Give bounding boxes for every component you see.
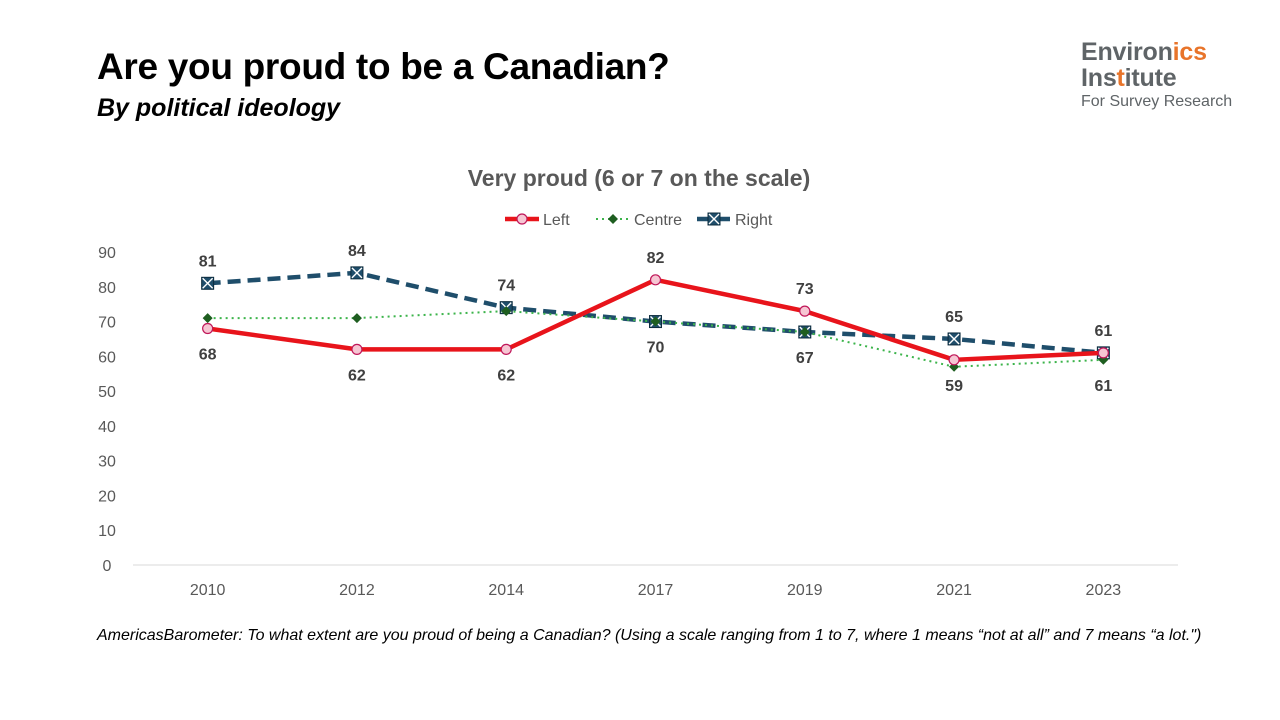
data-label-left: 68 [199,347,217,364]
x-tick-label: 2019 [787,582,823,599]
y-tick-label: 90 [98,245,116,262]
legend-marker-right-cross [708,213,720,225]
y-tick-label: 30 [98,454,116,471]
data-point-right-cross [202,277,214,289]
data-point-left [1097,347,1109,359]
x-tick-label: 2017 [638,582,674,599]
y-tick-label: 50 [98,384,116,401]
data-label-right: 70 [647,340,665,357]
page-subtitle: By political ideology [97,94,341,122]
x-tick-label: 2012 [339,582,375,599]
data-label-right: 67 [796,350,814,367]
y-tick-label: 70 [98,315,116,332]
data-label-left: 59 [945,378,963,395]
x-tick-label: 2010 [190,582,226,599]
logo-tagline: For Survey Research [1081,93,1233,110]
logo-line-1: Environics [1081,40,1232,65]
y-tick-label: 0 [103,558,112,575]
data-point-left [500,343,512,355]
logo-text-accent: ics [1172,38,1207,66]
logo-text: Environ [1081,38,1173,66]
data-label-left: 82 [647,250,665,267]
data-point-centre [650,316,661,327]
data-point-left [799,305,811,317]
y-tick-label: 40 [98,419,116,436]
data-label-right: 84 [348,243,366,260]
x-tick-label: 2014 [488,582,524,599]
data-label-centre: 61 [1094,378,1112,395]
data-point-centre [501,306,512,317]
footnote: AmericasBarometer: To what extent are yo… [97,627,1202,644]
data-point-right [947,332,961,346]
data-point-centre [351,313,362,324]
y-tick-label: 80 [98,280,116,297]
x-tick-label: 2021 [936,582,972,599]
logo-text: Ins [1081,64,1117,92]
data-label-left: 62 [348,367,366,384]
data-label-right: 81 [199,253,217,270]
environics-logo: Environics Institute For Survey Research [1081,40,1232,110]
data-label-left: 73 [796,281,814,298]
chart-axes: 0 10 20 30 40 50 60 70 80 90 2010 2012 2014 2017 2019 2… [98,245,1178,599]
legend-marker-centre [608,214,618,224]
legend-label-left: Left [543,212,570,229]
data-label-right: 65 [945,309,963,326]
data-point-left [948,354,960,366]
legend-label-centre: Centre [634,212,682,229]
data-point-right [350,266,364,280]
chart-data-labels: 68 62 62 82 73 59 61 81 84 74 70 67 65 61 [199,243,1113,395]
legend-marker-left [516,213,528,225]
logo-text-accent: t [1116,64,1125,92]
y-tick-label: 10 [98,523,116,540]
data-point-left [202,322,214,335]
data-point-left [649,274,662,286]
data-label-right: 61 [1094,323,1112,340]
chart-legend: Left Centre Right [505,212,773,229]
data-point-right-cross [351,267,363,279]
line-chart: Very proud (6 or 7 on the scale) Left Cen… [98,165,1178,599]
data-point-centre [202,313,213,324]
legend-label-right: Right [735,212,773,229]
data-label-left: 62 [497,367,515,384]
y-tick-label: 60 [98,349,116,366]
data-label-right: 74 [497,278,515,295]
data-point-left [351,343,363,355]
page-title: Are you proud to be a Canadian? [97,46,670,87]
data-point-right-cross [948,333,960,345]
chart-series [201,266,1110,372]
y-tick-label: 20 [98,488,116,505]
logo-line-2: Institute [1081,66,1232,91]
x-tick-label: 2023 [1086,582,1122,599]
legend-marker-right [707,212,721,226]
logo-text: itute [1124,64,1177,92]
data-point-right [201,276,215,290]
data-point-centre [799,326,810,337]
chart-title: Very proud (6 or 7 on the scale) [468,165,811,191]
